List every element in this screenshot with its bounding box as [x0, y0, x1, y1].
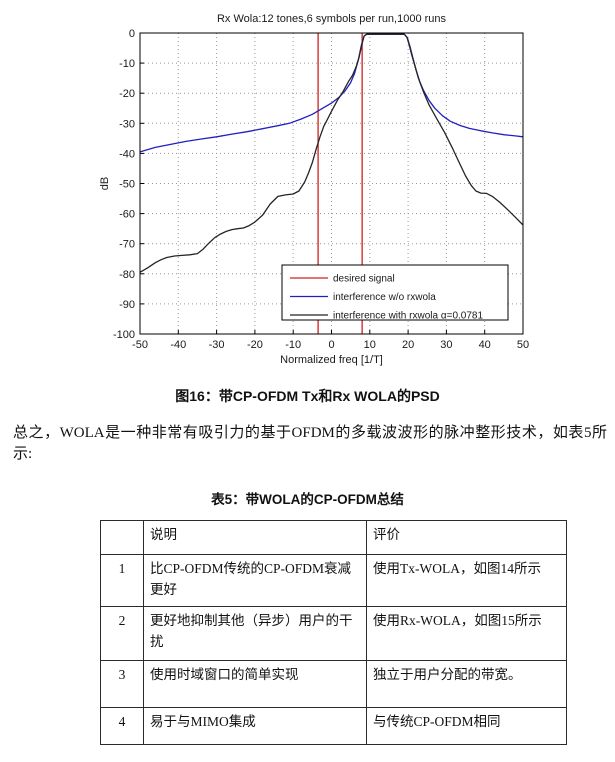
x-axis-label: Normalized freq [1/T] [280, 354, 383, 366]
x-tick-label: 30 [440, 339, 452, 351]
y-tick-label: 0 [129, 28, 135, 40]
x-tick-label: -20 [247, 339, 263, 351]
y-tick-label: -10 [119, 58, 135, 70]
x-tick-label: -30 [209, 339, 225, 351]
header-desc: 说明 [143, 520, 367, 555]
x-tick-label: 0 [328, 339, 334, 351]
x-tick-label: -10 [285, 339, 301, 351]
table-row: 3 使用时域窗口的简单实现 独立于用户分配的带宽。 [100, 660, 567, 708]
row-desc: 易于与MIMO集成 [143, 707, 367, 745]
table-row: 4 易于与MIMO集成 与传统CP-OFDM相同 [100, 707, 567, 745]
table-row: 2 更好地抑制其他（异步）用户的干扰 使用Rx-WOLA，如图15所示 [100, 606, 567, 661]
chart-title: Rx Wola:12 tones,6 symbols per run,1000 … [217, 13, 447, 25]
y-tick-label: -40 [119, 148, 135, 160]
row-num: 2 [100, 606, 144, 661]
y-tick-label: -20 [119, 88, 135, 100]
x-tick-label: 20 [402, 339, 414, 351]
legend-entry-label: desired signal [333, 274, 395, 285]
y-tick-label: -30 [119, 118, 135, 130]
y-tick-label: -50 [119, 179, 135, 191]
row-desc: 更好地抑制其他（异步）用户的干扰 [143, 606, 367, 661]
body-paragraph: 总之，WOLA是一种非常有吸引力的基于OFDM的多载波波形的脉冲整形技术，如表5… [13, 425, 607, 462]
row-num: 3 [100, 660, 144, 708]
y-tick-label: -70 [119, 239, 135, 251]
row-eval: 使用Tx-WOLA，如图14所示 [366, 554, 567, 607]
figure-caption: 图16：带CP-OFDM Tx和Rx WOLA的PSD [175, 388, 440, 404]
header-eval: 评价 [366, 520, 567, 555]
row-eval: 独立于用户分配的带宽。 [366, 660, 567, 708]
row-desc: 比CP-OFDM传统的CP-OFDM衰减更好 [143, 554, 367, 607]
x-tick-label: 50 [517, 339, 529, 351]
y-tick-label: -60 [119, 209, 135, 221]
row-eval: 使用Rx-WOLA，如图15所示 [366, 606, 567, 661]
y-tick-label: -90 [119, 299, 135, 311]
row-num: 4 [100, 707, 144, 745]
x-tick-label: 40 [479, 339, 491, 351]
y-axis-label: dB [99, 177, 111, 190]
table-row: 1 比CP-OFDM传统的CP-OFDM衰减更好 使用Tx-WOLA，如图14所… [100, 554, 567, 607]
table-caption: 表5：带WOLA的CP-OFDM总结 [211, 492, 404, 507]
x-tick-label: -40 [170, 339, 186, 351]
x-tick-label: -50 [132, 339, 148, 351]
legend-entry-label: interference w/o rxwola [333, 292, 436, 303]
row-eval: 与传统CP-OFDM相同 [366, 707, 567, 745]
psd-chart: -50 -40 -30 -20 -10 0 10 20 30 40 500-10-20-30-40-… [99, 13, 529, 366]
header-num [100, 520, 144, 555]
summary-table: 说明 评价 1 比CP-OFDM传统的CP-OFDM衰减更好 使用Tx-WOLA… [100, 520, 567, 745]
y-tick-label: -80 [119, 269, 135, 281]
x-tick-label: 10 [364, 339, 376, 351]
interference-with-rxwola-curve [139, 33, 524, 273]
table-header-row: 说明 评价 [100, 520, 567, 555]
row-desc: 使用时域窗口的简单实现 [143, 660, 367, 708]
row-num: 1 [100, 554, 144, 607]
y-tick-label: -100 [113, 329, 135, 341]
legend-entry-label: interference with rxwola α=0.0781 [333, 311, 483, 322]
chart-legend-box [281, 264, 509, 321]
